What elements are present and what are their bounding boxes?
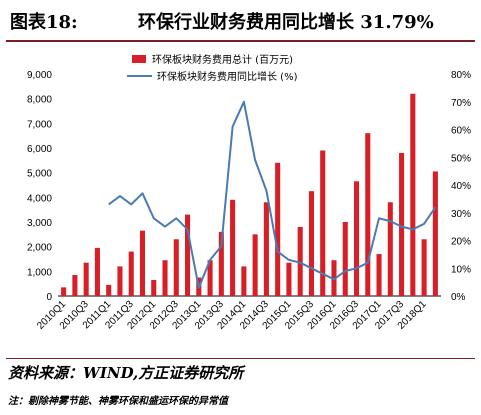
legend-bar-swatch [132, 55, 146, 63]
y-left-tick-label: 2,000 [27, 243, 52, 254]
line-series [108, 100, 437, 289]
bar [185, 214, 191, 296]
y-right-tick-label: 20% [451, 237, 471, 248]
source-text: 资料来源：WIND,方正证券研究所 [8, 364, 244, 382]
x-axis-ticks: 2010Q12010Q32011Q12011Q32012Q12012Q32013… [35, 298, 429, 331]
bar [117, 266, 123, 296]
bar [263, 202, 269, 296]
legend-line-label: 环保板块财务费用同比增长 (%) [157, 70, 298, 83]
footnote: 注：剔除神雾节能、神雾环保和盛运环保的异常值 [8, 396, 228, 407]
bar [365, 133, 371, 296]
bar [83, 262, 89, 296]
y-left-tick-label: 4,000 [27, 193, 52, 204]
bar [230, 199, 236, 296]
source-divider [6, 358, 475, 359]
combo-chart: 环保板块财务费用总计 (百万元) 环保板块财务费用同比增长 (%) 0 1,000… [27, 53, 471, 332]
bar [410, 93, 416, 296]
y-left-tick-label: 1,000 [27, 267, 52, 278]
bar [342, 222, 348, 296]
bar [421, 239, 427, 296]
bar-series [61, 93, 438, 296]
bar [432, 171, 438, 296]
y-right-tick-label: 0% [451, 292, 466, 303]
y-left-tick-label: 8,000 [27, 95, 52, 106]
bar [399, 152, 405, 296]
y-right-tick-label: 40% [451, 181, 471, 192]
y-right-tick-label: 80% [451, 70, 471, 81]
bar [162, 260, 168, 296]
title-bar: 图表18: 环保行业财务费用同比增长 31.79% [0, 0, 481, 44]
chart-title: 环保行业财务费用同比增长 31.79% [138, 12, 434, 33]
bar [320, 150, 326, 296]
bar [275, 162, 281, 296]
bar [128, 251, 134, 296]
bar [139, 230, 146, 296]
bar [376, 254, 382, 296]
y-right-tick-label: 10% [451, 264, 471, 275]
growth-line [108, 100, 437, 289]
y-right-tick-label: 30% [451, 209, 471, 220]
bar [94, 247, 100, 296]
chart-legend: 环保板块财务费用总计 (百万元) 环保板块财务费用同比增长 (%) [127, 53, 298, 83]
bar [286, 262, 292, 296]
bar [218, 231, 224, 296]
bar [387, 202, 393, 296]
legend-bar-label: 环保板块财务费用总计 (百万元) [152, 53, 293, 66]
bar [241, 266, 247, 296]
y-right-tick-label: 60% [451, 126, 471, 137]
bar [72, 275, 78, 296]
bar [252, 234, 258, 296]
y-right-tick-label: 50% [451, 153, 471, 164]
y-left-tick-label: 9,000 [27, 70, 52, 81]
bar [297, 226, 303, 296]
y-left-tick-label: 7,000 [27, 119, 52, 130]
y-left-tick-label: 3,000 [27, 218, 52, 229]
y-left-tick-label: 5,000 [27, 169, 52, 180]
title-divider [6, 40, 475, 42]
bar [106, 284, 112, 296]
y-left-tick-label: 6,000 [27, 144, 52, 155]
bar [151, 279, 157, 296]
y-right-tick-label: 70% [451, 98, 471, 109]
bar [173, 239, 179, 296]
bar [61, 287, 67, 296]
figure-label: 图表18: [10, 12, 78, 33]
y-left-tick-label: 0 [46, 292, 52, 303]
bar [353, 181, 360, 296]
bar [308, 191, 314, 296]
bar [207, 260, 213, 296]
chart-axes: 0 1,000 2,000 3,000 4,000 5,000 6,000 7,000 8,00… [27, 70, 471, 303]
